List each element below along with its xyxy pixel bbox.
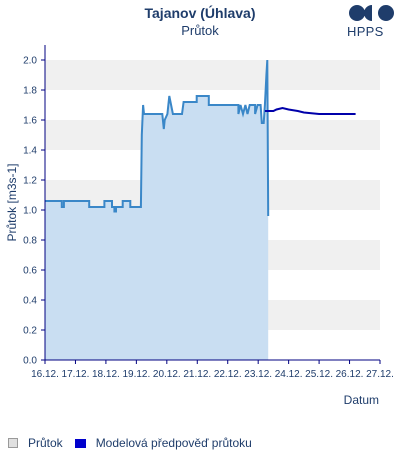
y-tick-label: 0.4 xyxy=(23,296,37,307)
y-tick-label: 1.0 xyxy=(23,206,37,217)
y-tick-label: 1.6 xyxy=(23,116,37,127)
legend-label-flow: Průtok xyxy=(28,436,63,450)
chart-title: Tajanov (Úhlava) xyxy=(144,5,256,21)
x-tick-label: 24.12. xyxy=(275,369,303,380)
y-tick-label: 2.0 xyxy=(23,56,37,67)
x-tick-label: 21.12. xyxy=(183,369,211,380)
x-tick-label: 20.12. xyxy=(153,369,181,380)
x-tick-label: 22.12. xyxy=(214,369,242,380)
x-tick-label: 18.12. xyxy=(92,369,120,380)
hpps-logo-icon xyxy=(349,5,394,21)
legend-swatch-flow xyxy=(8,438,18,448)
y-tick-label: 0.6 xyxy=(23,266,37,277)
x-tick-label: 27.12. xyxy=(366,369,394,380)
y-tick-label: 1.2 xyxy=(23,176,37,187)
x-tick-label: 23.12. xyxy=(244,369,272,380)
y-tick-label: 0.0 xyxy=(23,356,37,367)
x-tick-label: 17.12. xyxy=(62,369,90,380)
grid-band xyxy=(45,60,380,90)
flow-area xyxy=(45,60,269,360)
x-tick-label: 25.12. xyxy=(305,369,333,380)
legend-swatch-model xyxy=(74,438,86,448)
x-tick-label: 26.12. xyxy=(336,369,364,380)
x-tick-label: 19.12. xyxy=(122,369,150,380)
grid-band-top xyxy=(45,45,380,60)
flow-line xyxy=(45,59,270,217)
legend-item-model[interactable]: Modelová předpověď průtoku xyxy=(74,436,252,450)
legend-item-flow[interactable]: Průtok xyxy=(8,436,63,450)
x-axis-label: Datum xyxy=(344,393,379,407)
x-tick-label: 16.12. xyxy=(31,369,59,380)
y-tick-label: 1.8 xyxy=(23,86,37,97)
y-tick-label: 1.4 xyxy=(23,146,37,157)
model-forecast-line xyxy=(264,106,356,115)
legend-label-model: Modelová předpověď průtoku xyxy=(95,436,252,450)
y-tick-label: 0.2 xyxy=(23,326,37,337)
legend: Průtok Modelová předpověď průtoku xyxy=(8,436,264,450)
y-tick-label: 0.8 xyxy=(23,236,37,247)
logo-text: HPPS xyxy=(347,24,384,39)
chart-subtitle: Průtok xyxy=(181,23,219,38)
y-axis-label: Průtok [m3s-1] xyxy=(5,163,19,241)
